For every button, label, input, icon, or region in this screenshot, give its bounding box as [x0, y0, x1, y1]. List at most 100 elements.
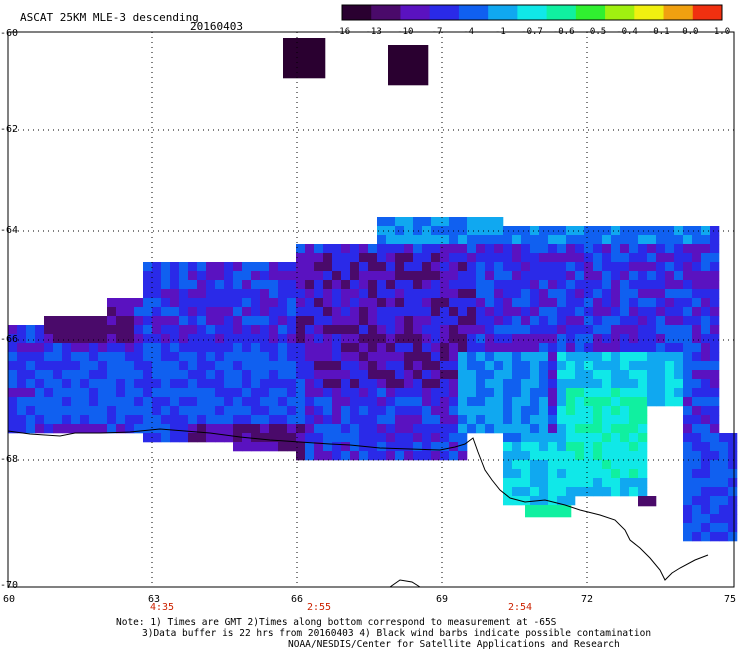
data-cell — [206, 289, 216, 299]
data-cell — [602, 361, 612, 371]
data-cell — [323, 343, 333, 353]
data-cell — [323, 289, 333, 299]
data-cell — [584, 451, 594, 461]
data-cell — [107, 352, 117, 362]
data-cell — [602, 460, 612, 470]
data-cell — [620, 343, 630, 353]
data-cell — [521, 235, 531, 245]
data-cell — [728, 496, 738, 506]
data-cell — [476, 244, 486, 254]
data-cell — [404, 280, 414, 290]
data-cell — [269, 442, 279, 452]
data-cell — [548, 298, 558, 308]
data-cell — [530, 460, 540, 470]
data-cell — [557, 424, 567, 434]
data-cell — [512, 298, 522, 308]
data-cell — [422, 280, 432, 290]
data-cell — [656, 280, 666, 290]
colorbar-swatch — [458, 5, 489, 20]
data-cell — [377, 334, 387, 344]
data-cell — [341, 262, 351, 272]
data-cell — [710, 262, 720, 272]
data-cell — [332, 370, 342, 380]
data-cell — [467, 226, 477, 236]
data-cell — [125, 316, 135, 326]
data-cell — [413, 316, 423, 326]
data-cell — [422, 217, 432, 227]
data-cell — [467, 280, 477, 290]
data-cell — [314, 415, 324, 425]
data-cell — [647, 298, 657, 308]
data-cell — [197, 280, 207, 290]
data-cell — [494, 334, 504, 344]
data-cell — [683, 469, 693, 479]
data-cell — [143, 433, 153, 443]
data-cell — [53, 397, 63, 407]
data-cell — [665, 235, 675, 245]
data-cell — [683, 496, 693, 506]
data-cell — [629, 334, 639, 344]
data-cell — [197, 397, 207, 407]
data-cell — [359, 388, 369, 398]
data-cell — [206, 271, 216, 281]
data-cell — [647, 397, 657, 407]
data-cell — [233, 433, 243, 443]
data-cell — [197, 334, 207, 344]
data-cell — [161, 406, 171, 416]
data-cell — [575, 460, 585, 470]
data-cell — [683, 397, 693, 407]
data-cell — [476, 226, 486, 236]
data-cell — [152, 361, 162, 371]
data-cell — [566, 496, 576, 506]
data-cell — [440, 316, 450, 326]
data-cell — [215, 334, 225, 344]
data-cell — [233, 343, 243, 353]
data-cell — [701, 325, 711, 335]
data-cell — [206, 334, 216, 344]
data-cell — [530, 262, 540, 272]
data-cell — [197, 343, 207, 353]
data-cell — [368, 379, 378, 389]
data-cell — [629, 487, 639, 497]
data-cell — [575, 469, 585, 479]
data-cell — [341, 415, 351, 425]
data-cell — [368, 289, 378, 299]
data-cell — [386, 442, 396, 452]
colorbar-swatch — [488, 5, 518, 20]
data-cell — [557, 397, 567, 407]
data-cell — [701, 451, 711, 461]
data-cell — [278, 433, 288, 443]
data-cell — [665, 379, 675, 389]
data-cell — [242, 406, 252, 416]
data-cell — [125, 379, 135, 389]
map-frame — [7, 31, 735, 588]
data-cell — [269, 415, 279, 425]
data-cell — [125, 406, 135, 416]
data-cell — [161, 307, 171, 317]
data-cell — [692, 460, 702, 470]
data-cell — [548, 226, 558, 236]
data-cell — [422, 406, 432, 416]
data-cell — [188, 298, 198, 308]
data-cell — [143, 289, 153, 299]
data-cell — [458, 316, 468, 326]
data-cell — [107, 316, 117, 326]
data-cell — [287, 442, 297, 452]
data-cell — [251, 289, 261, 299]
colorbar-label: -0.6 — [552, 27, 575, 37]
data-cell — [530, 235, 540, 245]
data-cell — [197, 289, 207, 299]
data-cell — [179, 334, 189, 344]
data-cell — [305, 325, 315, 335]
data-cell — [404, 334, 414, 344]
data-cell — [206, 397, 216, 407]
data-cell — [611, 280, 621, 290]
data-cell — [44, 397, 54, 407]
data-cell — [710, 424, 720, 434]
data-cell — [494, 262, 504, 272]
data-cell — [467, 253, 477, 263]
data-cell — [152, 298, 162, 308]
data-cell — [584, 352, 594, 362]
data-cell — [431, 325, 441, 335]
data-cell — [449, 334, 459, 344]
